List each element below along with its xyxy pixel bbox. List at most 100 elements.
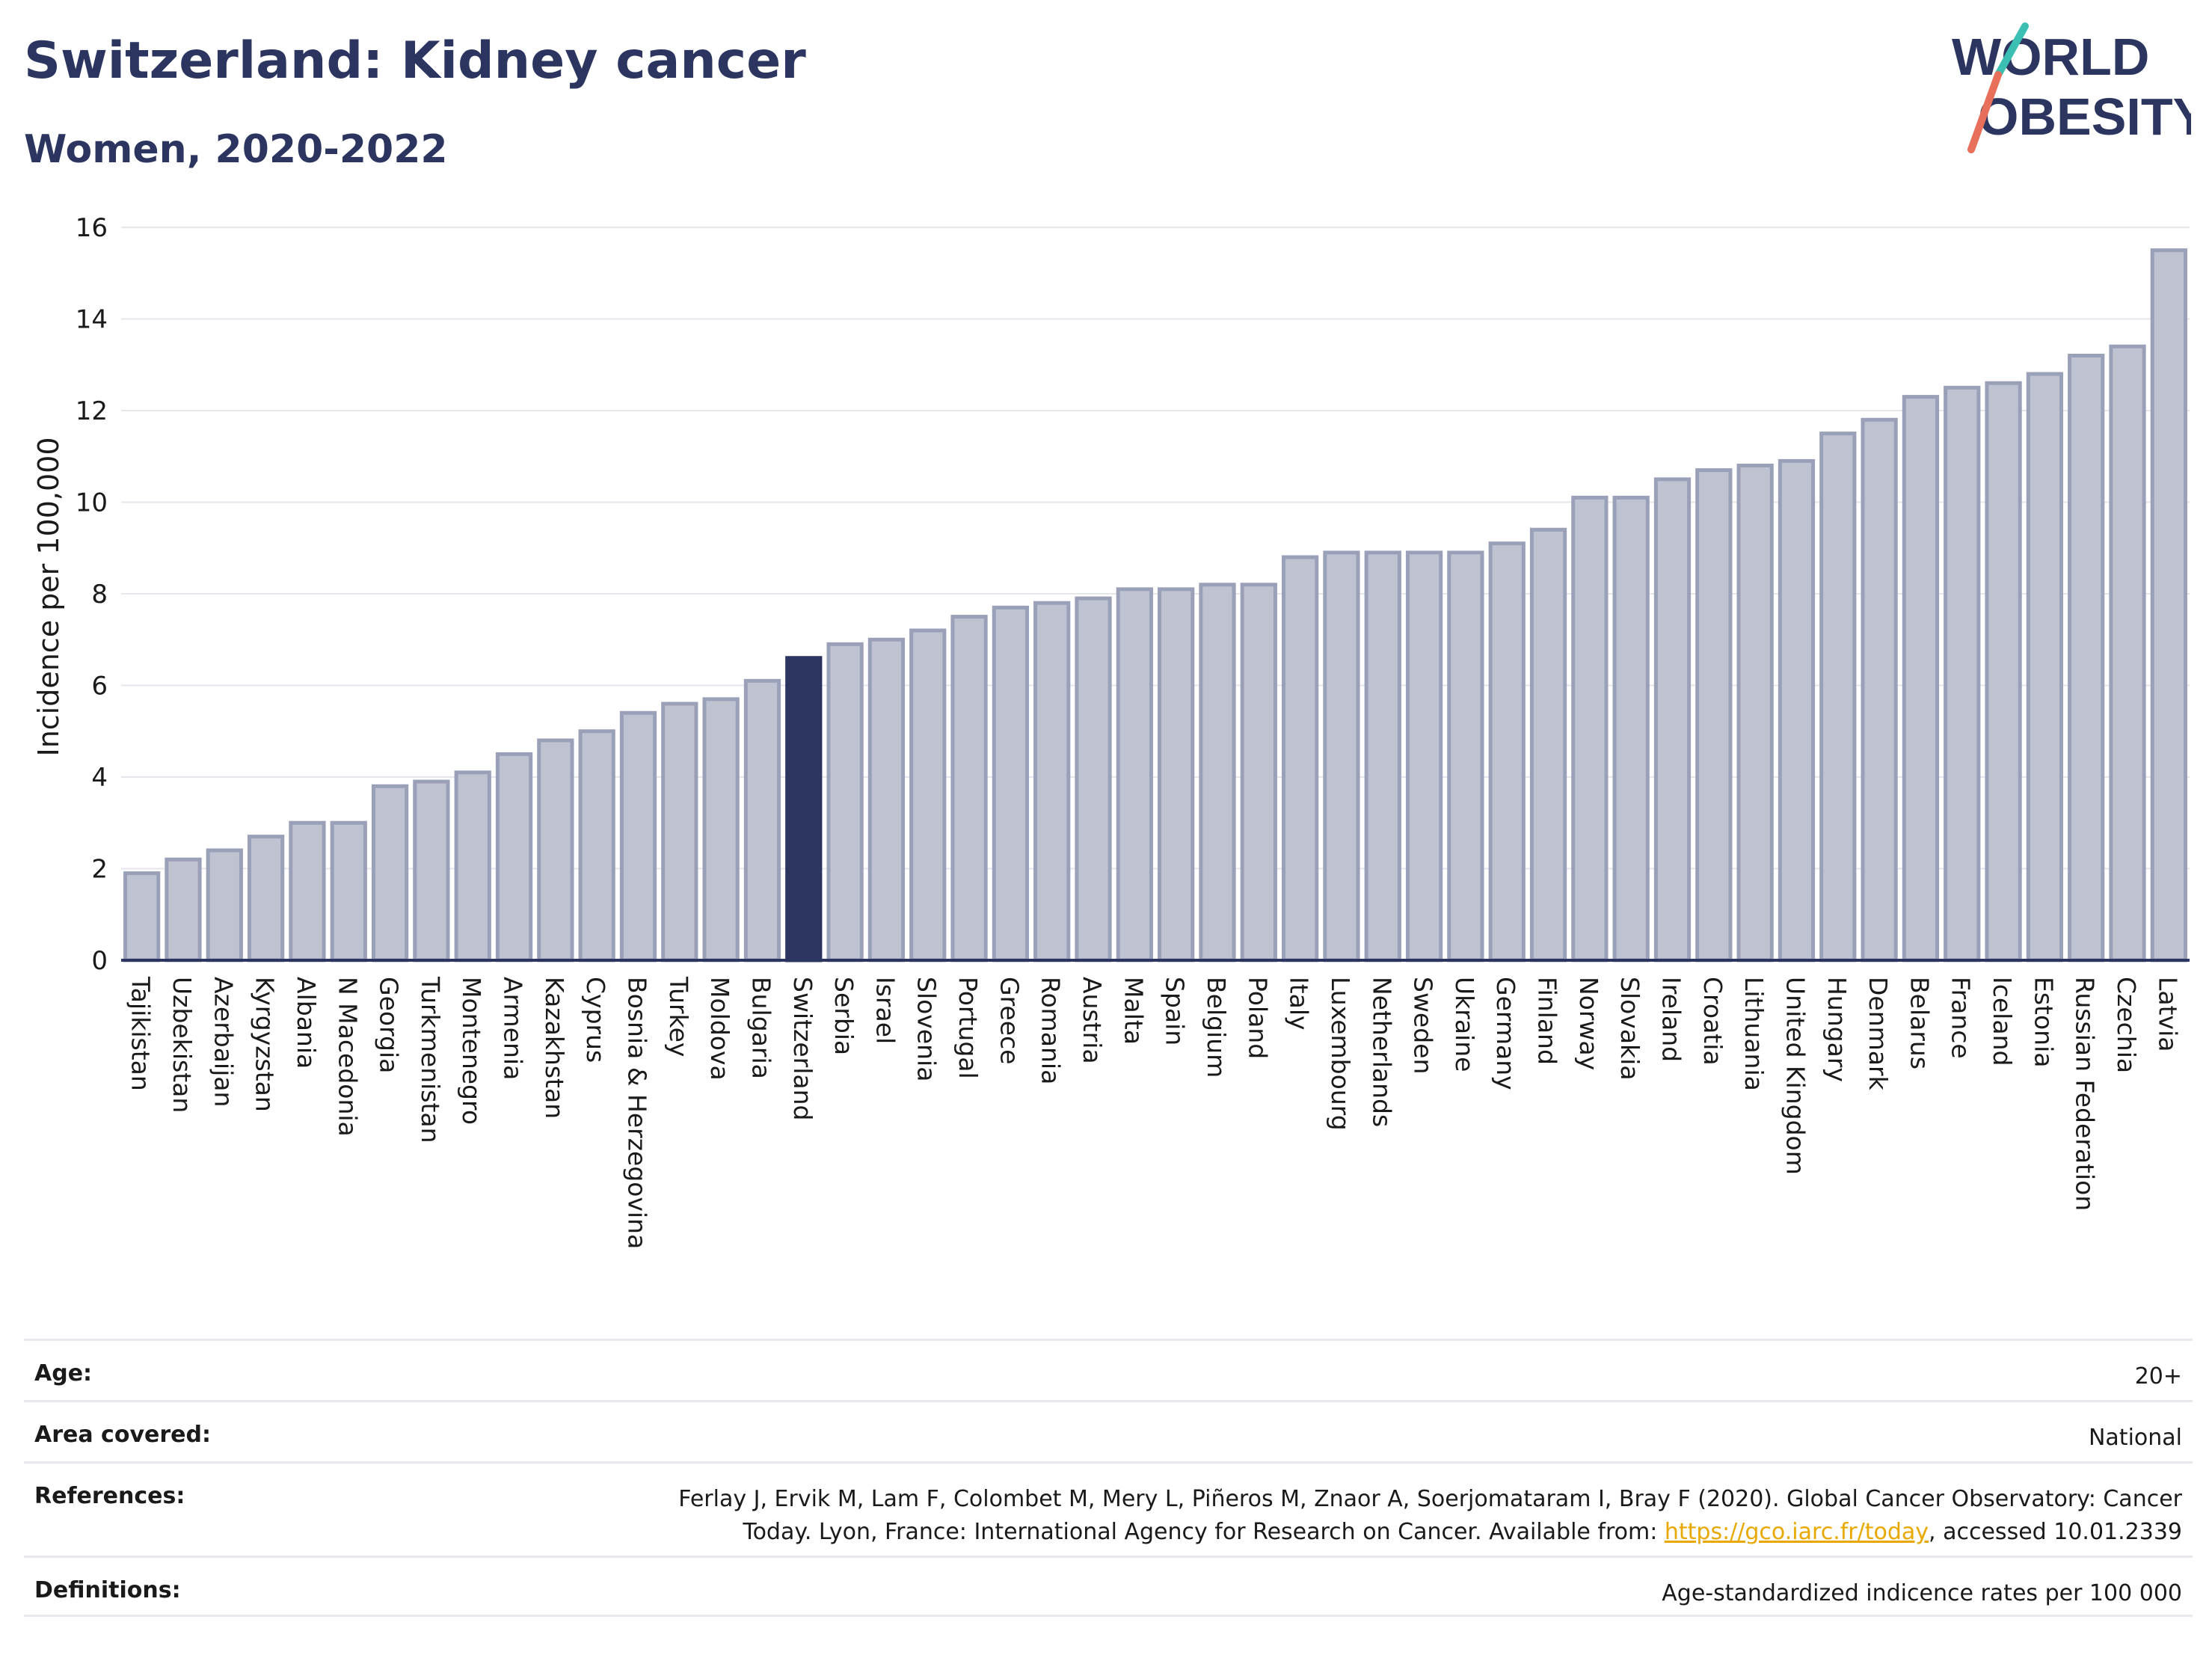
bar-iceland bbox=[1985, 381, 2022, 962]
bar-malta bbox=[1116, 587, 1153, 962]
bar-montenegro bbox=[454, 770, 491, 962]
page-title: Switzerland: Kidney cancer bbox=[24, 31, 806, 90]
meta-row-definitions: Definitions: Age-standardized indicence … bbox=[24, 1556, 2193, 1617]
x-tick-label: Bulgaria bbox=[746, 977, 775, 1079]
x-tick-label: Lithuania bbox=[1739, 977, 1769, 1091]
y-tick-label: 2 bbox=[91, 855, 108, 885]
y-tick-label: 8 bbox=[91, 580, 108, 610]
bar-hungary bbox=[1819, 432, 1857, 962]
x-tick-label: Malta bbox=[1119, 977, 1148, 1045]
age-label: Age: bbox=[34, 1360, 93, 1387]
x-tick-label: Slovenia bbox=[912, 977, 941, 1081]
x-tick-label: Israel bbox=[870, 977, 900, 1044]
x-tick-label: Croatia bbox=[1698, 977, 1727, 1066]
x-tick-label: Denmark bbox=[1864, 977, 1893, 1091]
bar-kyrgyzstan bbox=[247, 835, 285, 962]
x-tick-label: Slovakia bbox=[1615, 977, 1644, 1081]
bar-serbia bbox=[826, 642, 864, 962]
x-tick-label: Netherlands bbox=[1367, 977, 1396, 1127]
x-tick-labels: Tajikistan Uzbekistan Azerbaijan Kyrgyzstan… bbox=[126, 976, 2183, 1249]
bar-turkey bbox=[661, 701, 698, 962]
bar-slovenia bbox=[909, 628, 947, 962]
bar-spain bbox=[1158, 587, 1195, 962]
bar-armenia bbox=[495, 752, 533, 962]
bar-austria bbox=[1075, 596, 1112, 962]
bar-chart: 0 2 4 6 8 10 12 14 16 Tajikistan Uzbekistan Azerba… bbox=[32, 213, 2190, 1249]
bar-belgium bbox=[1199, 583, 1236, 962]
x-tick-label: Russian Federation bbox=[2071, 977, 2100, 1211]
x-tick-label: Estonia bbox=[2029, 977, 2058, 1067]
bar-germany bbox=[1488, 541, 1526, 962]
x-tick-label: Bosnia & Herzegovina bbox=[623, 977, 652, 1249]
y-tick-label: 0 bbox=[91, 946, 108, 976]
meta-row-age: Age: 20+ bbox=[24, 1339, 2193, 1400]
x-tick-label: N Macedonia bbox=[333, 977, 362, 1137]
definitions-label: Definitions: bbox=[34, 1577, 181, 1603]
bar-azerbaijan bbox=[206, 848, 243, 962]
bar-georgia bbox=[371, 784, 409, 962]
logo-text-line2: OBESITY bbox=[1978, 87, 2191, 146]
age-value: 20+ bbox=[2134, 1363, 2182, 1390]
y-tick-label: 4 bbox=[91, 763, 108, 793]
bar-poland bbox=[1240, 583, 1277, 962]
bar-lithuania bbox=[1736, 464, 1774, 962]
bar-romania bbox=[1033, 601, 1071, 962]
references-line2-post: , accessed 10.01.2339 bbox=[1929, 1519, 2182, 1545]
x-tick-label: Austria bbox=[1078, 977, 1107, 1064]
metadata-table: Age: 20+ Area covered: National Referenc… bbox=[24, 1339, 2193, 1617]
logo-slash-teal bbox=[1994, 22, 2029, 79]
bar-switzerland bbox=[785, 656, 823, 962]
x-tick-label: Armenia bbox=[499, 977, 528, 1080]
x-tick-label: Greece bbox=[995, 977, 1024, 1064]
bar-turkmenistan bbox=[413, 779, 450, 962]
x-tick-label: Kyrgyzstan bbox=[251, 977, 280, 1112]
y-tick-label: 16 bbox=[76, 213, 108, 243]
bar-ireland bbox=[1653, 477, 1692, 962]
x-tick-label: Romania bbox=[1036, 977, 1066, 1084]
references-link[interactable]: https://gco.iarc.fr/today bbox=[1664, 1519, 1929, 1545]
x-tick-label: Belgium bbox=[1202, 977, 1231, 1078]
bar-denmark bbox=[1861, 417, 1898, 962]
bar-greece bbox=[992, 605, 1030, 962]
x-tick-label: Serbia bbox=[829, 977, 858, 1055]
bar-united-kingdom bbox=[1778, 458, 1816, 962]
world-obesity-logo: WORLD OBESITY bbox=[1952, 22, 2191, 153]
x-tick-label: Cyprus bbox=[581, 977, 610, 1063]
y-tick-label: 12 bbox=[76, 396, 108, 426]
x-tick-label: Georgia bbox=[375, 977, 404, 1073]
x-tick-label: United Kingdom bbox=[1781, 977, 1810, 1175]
x-tick-label: Iceland bbox=[1988, 977, 2017, 1066]
bar-portugal bbox=[950, 615, 988, 962]
x-tick-label: Belarus bbox=[1905, 977, 1934, 1069]
x-tick-label: Sweden bbox=[1409, 977, 1438, 1074]
x-tick-label: Albania bbox=[292, 977, 321, 1069]
bar-ukraine bbox=[1447, 550, 1484, 962]
bar-cyprus bbox=[578, 729, 615, 962]
x-tick-label: Portugal bbox=[953, 977, 983, 1079]
bar-netherlands bbox=[1364, 550, 1401, 962]
x-tick-label: Luxembourg bbox=[1326, 977, 1355, 1131]
x-tick-label: Spain bbox=[1161, 977, 1190, 1045]
logo-text-line1: WORLD bbox=[1952, 28, 2149, 86]
x-tick-label: Hungary bbox=[1822, 977, 1852, 1082]
y-tick-label: 6 bbox=[91, 672, 108, 701]
x-tick-label: Montenegro bbox=[457, 977, 486, 1125]
references-line2-pre: Today. Lyon, France: International Agenc… bbox=[743, 1519, 1665, 1545]
logo-slash-coral bbox=[1967, 71, 2002, 153]
x-tick-label: Turkmenistan bbox=[416, 976, 445, 1143]
x-tick-label: Uzbekistan bbox=[168, 977, 197, 1113]
chart-bars bbox=[123, 248, 2187, 962]
x-tick-label: Latvia bbox=[2153, 977, 2182, 1051]
bar-slovakia bbox=[1612, 495, 1650, 962]
bar-israel bbox=[867, 637, 906, 962]
area-label: Area covered: bbox=[34, 1422, 211, 1448]
references-value: Ferlay J, Ervik M, Lam F, Colombet M, Me… bbox=[678, 1483, 2182, 1549]
bar-croatia bbox=[1695, 468, 1733, 962]
bar-luxembourg bbox=[1323, 550, 1360, 962]
x-tick-label: France bbox=[1947, 977, 1976, 1059]
bar-uzbekistan bbox=[165, 857, 202, 962]
bar-estonia bbox=[2026, 372, 2064, 962]
x-tick-label: Italy bbox=[1285, 977, 1314, 1031]
x-tick-label: Germany bbox=[1491, 977, 1520, 1090]
x-tick-label: Czechia bbox=[2112, 977, 2141, 1073]
